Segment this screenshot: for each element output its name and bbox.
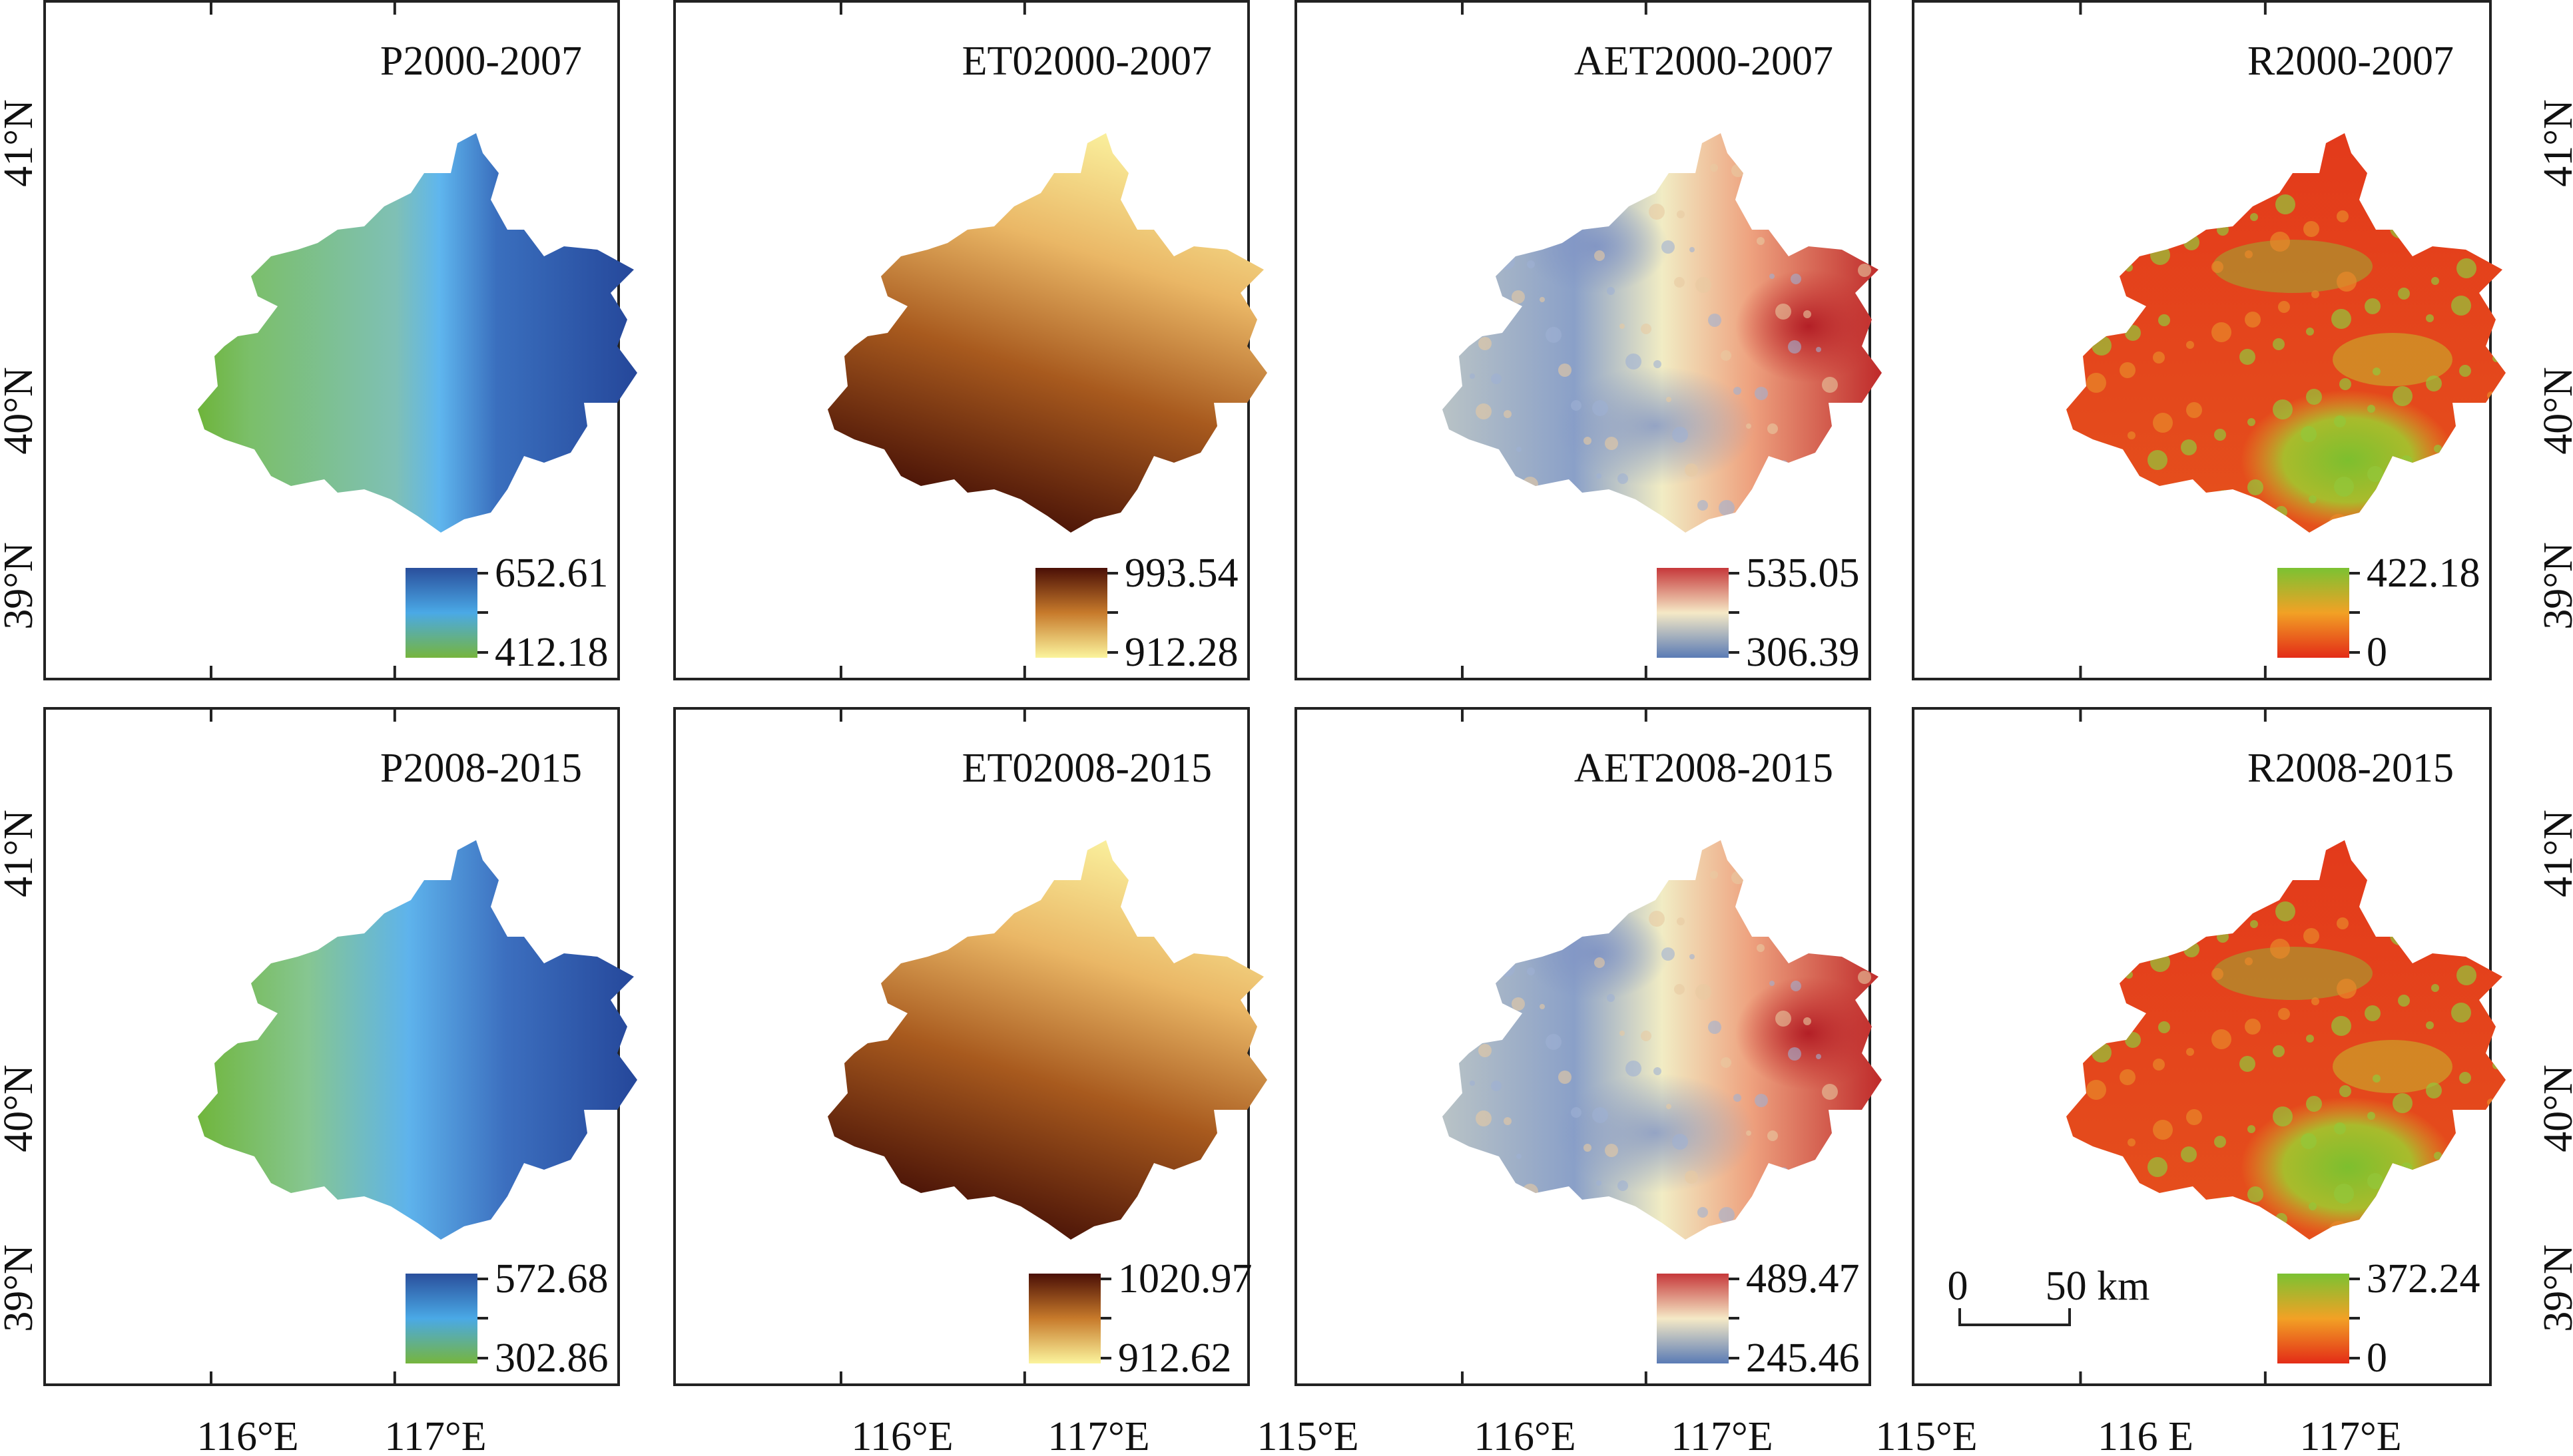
lon-label: 117°E <box>1047 1414 1149 1456</box>
panel-title: ET02008-2015 <box>962 746 1212 791</box>
frame-ticks <box>2079 1 2267 679</box>
scale-bar-start-label: 0 <box>1948 1264 1968 1309</box>
panel-title: P2000-2007 <box>380 39 582 84</box>
map-panel-aet2000-2007: AET2000-2007 535.05 306.39 <box>1294 0 1882 680</box>
map-panel-aet2008-2015: AET2008-2015 489.47 245.46 <box>1294 707 1882 1386</box>
map-panel-r2000-2007: R2000-2007 422.18 0 <box>1912 0 2506 680</box>
lat-label-left: 39°N <box>0 1244 41 1332</box>
legend: 535.05 306.39 <box>1657 551 1860 675</box>
scale-bar-end-label: 50 km <box>2046 1264 2150 1309</box>
legend: 652.61 412.18 <box>406 551 609 675</box>
legend-max-value: 1020.97 <box>1118 1256 1253 1302</box>
panel-title: AET2008-2015 <box>1574 746 1833 791</box>
legend-min-value: 912.28 <box>1125 630 1239 675</box>
legend-max-value: 572.68 <box>495 1256 609 1302</box>
legend-color-ramp <box>2277 568 2349 658</box>
legend-min-value: 912.62 <box>1118 1335 1232 1381</box>
legend: 372.24 0 <box>2277 1256 2480 1381</box>
legend-color-ramp <box>1029 1274 1101 1363</box>
map-panel-et02008-2015: ET02008-2015 1020.97 912.62 <box>673 707 1267 1386</box>
legend-color-ramp <box>406 568 477 658</box>
frame-ticks <box>209 1 396 679</box>
legend-max-value: 535.05 <box>1746 551 1860 596</box>
legend-color-ramp <box>1657 568 1729 658</box>
frame-ticks <box>839 1 1026 679</box>
legend-min-value: 245.46 <box>1746 1335 1860 1381</box>
beijing-map <box>1442 840 1882 1240</box>
map-panel-p2008-2015: P2008-2015 572.68 302.86 <box>43 707 637 1386</box>
legend-color-ramp <box>1657 1274 1729 1363</box>
legend-max-value: 652.61 <box>495 551 609 596</box>
legend-min-value: 412.18 <box>495 630 609 675</box>
legend-color-ramp <box>2277 1274 2349 1363</box>
lon-label: 115°E <box>1875 1414 1977 1456</box>
legend-min-value: 0 <box>2367 1335 2387 1381</box>
panel-title: P2008-2015 <box>380 746 582 791</box>
frame-ticks <box>209 708 396 1385</box>
legend-max-value: 372.24 <box>2367 1256 2480 1302</box>
lon-label: 116 E <box>2098 1414 2193 1456</box>
legend-min-value: 306.39 <box>1746 630 1860 675</box>
legend: 489.47 245.46 <box>1657 1256 1860 1381</box>
lat-label-right: 41°N <box>2536 810 2573 897</box>
panel-title: ET02000-2007 <box>962 39 1212 84</box>
legend: 422.18 0 <box>2277 551 2480 675</box>
lon-label: 115°E <box>1257 1414 1358 1456</box>
legend-min-value: 302.86 <box>495 1335 609 1381</box>
legend: 1020.97 912.62 <box>1029 1256 1253 1381</box>
map-panel-et02000-2007: ET02000-2007 993.54 912.28 <box>673 0 1267 680</box>
lon-label: 116°E <box>1474 1414 1575 1456</box>
legend: 993.54 912.28 <box>1035 551 1239 675</box>
legend-max-value: 993.54 <box>1125 551 1239 596</box>
lat-label-left: 39°N <box>0 542 41 630</box>
lat-label-left: 40°N <box>0 367 41 455</box>
lon-label: 117°E <box>1671 1414 1773 1456</box>
legend-max-value: 489.47 <box>1746 1256 1860 1302</box>
legend-color-ramp <box>1035 568 1107 658</box>
map-panel-p2000-2007: P2000-2007 652.61 412.18 <box>43 0 637 680</box>
map-panels: P2000-2007 652.61 412.18 ET02000-2007 993.54… <box>43 0 2506 1386</box>
lon-label: 116°E <box>851 1414 953 1456</box>
lat-label-right: 39°N <box>2536 542 2573 630</box>
lat-label-right: 40°N <box>2536 367 2573 455</box>
map-panel-r2008-2015: R2008-2015 372.24 0 <box>1912 707 2506 1386</box>
lat-label-left: 41°N <box>0 99 41 187</box>
lat-label-left: 41°N <box>0 810 41 897</box>
panel-title: R2000-2007 <box>2247 39 2454 84</box>
panel-title: AET2000-2007 <box>1574 39 1833 84</box>
legend: 572.68 302.86 <box>406 1256 609 1381</box>
frame-ticks <box>1460 1 1647 679</box>
frame-ticks <box>839 708 1026 1385</box>
lon-label: 117°E <box>384 1414 486 1456</box>
legend-max-value: 422.18 <box>2367 551 2480 596</box>
legend-color-ramp <box>406 1274 477 1363</box>
legend-min-value: 0 <box>2367 630 2387 675</box>
axes-labels: 0 50 km 41°N 41°N 40°N 40°N 39°N 39°N 41°N 41°N 40… <box>0 99 2573 1456</box>
panel-title: R2008-2015 <box>2247 746 2454 791</box>
frame-ticks <box>2079 708 2267 1385</box>
frame-ticks <box>1460 708 1647 1385</box>
lon-label: 116°E <box>196 1414 298 1456</box>
scale-bar: 0 50 km <box>1948 1264 2150 1326</box>
lat-label-right: 39°N <box>2536 1244 2573 1332</box>
lat-label-right: 41°N <box>2536 99 2573 187</box>
lon-label: 117°E <box>2299 1414 2401 1456</box>
lat-label-left: 40°N <box>0 1065 41 1152</box>
lat-label-right: 40°N <box>2536 1065 2573 1152</box>
